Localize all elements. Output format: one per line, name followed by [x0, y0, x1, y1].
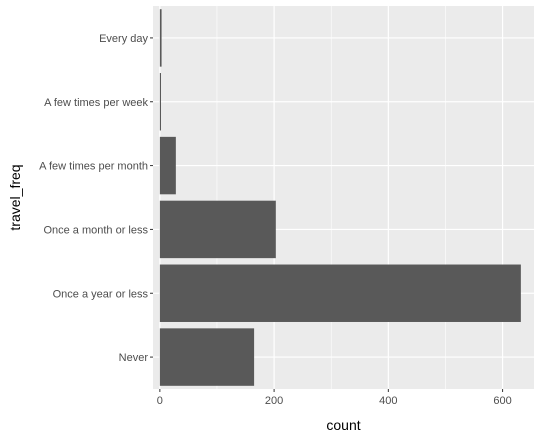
bar	[159, 9, 162, 67]
x-axis: 0 200 400 600	[157, 389, 512, 407]
bar	[159, 328, 255, 386]
x-tick-label: 400	[379, 395, 397, 407]
y-tick-label: Once a month or less	[43, 224, 148, 236]
y-tick-label: Never	[119, 352, 149, 364]
y-tick-label: A few times per week	[44, 97, 148, 109]
y-axis: Every day A few times per week A few times…	[39, 33, 153, 364]
x-tick-label: 200	[265, 395, 283, 407]
bars	[159, 9, 521, 386]
y-tick-label: Every day	[99, 33, 148, 45]
bar	[159, 264, 521, 322]
x-tick-label: 0	[157, 395, 163, 407]
x-axis-title: count	[326, 417, 360, 433]
y-axis-title: travel_freq	[7, 164, 23, 230]
bar	[159, 136, 176, 195]
plot-panel	[153, 6, 534, 389]
y-tick-label: A few times per month	[39, 161, 148, 173]
bar	[159, 200, 276, 259]
bar	[159, 73, 161, 131]
grid-minor	[216, 6, 446, 389]
y-tick-label: Once a year or less	[53, 288, 149, 300]
x-tick-label: 600	[493, 395, 511, 407]
